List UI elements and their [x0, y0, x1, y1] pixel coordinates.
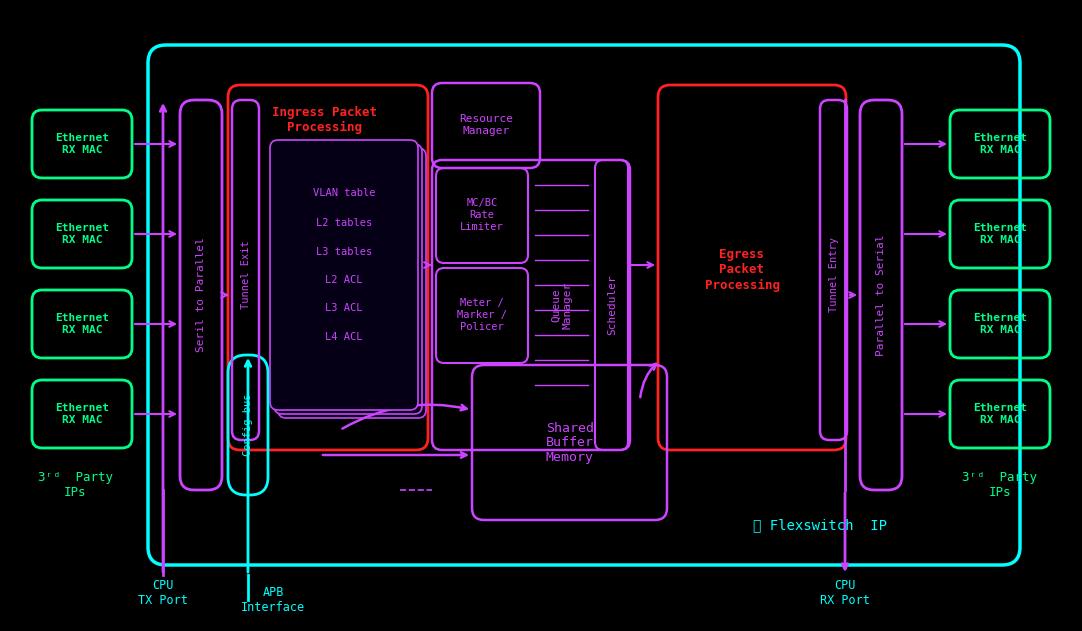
Text: Ethernet
RX MAC: Ethernet RX MAC — [55, 403, 109, 425]
Text: VLAN table: VLAN table — [313, 188, 375, 198]
Text: Ingress Packet
Processing: Ingress Packet Processing — [273, 106, 378, 134]
Text: L4 ACL: L4 ACL — [326, 332, 362, 342]
Text: Shared
Buffer
Memory: Shared Buffer Memory — [546, 422, 594, 464]
Text: CPU
TX Port: CPU TX Port — [138, 579, 188, 607]
Text: Seril to Parallel: Seril to Parallel — [196, 238, 206, 352]
Text: Ethernet
RX MAC: Ethernet RX MAC — [973, 223, 1027, 245]
Text: Ethernet
RX MAC: Ethernet RX MAC — [55, 223, 109, 245]
Text: Ethernet
RX MAC: Ethernet RX MAC — [973, 133, 1027, 155]
Text: Resource
Manager: Resource Manager — [459, 114, 513, 136]
Text: Tunnel Entry: Tunnel Entry — [829, 237, 839, 312]
Text: Parallel to Serial: Parallel to Serial — [876, 234, 886, 356]
Text: Ethernet
RX MAC: Ethernet RX MAC — [55, 133, 109, 155]
Text: Config bus: Config bus — [243, 394, 253, 456]
Text: Egress
Packet
Processing: Egress Packet Processing — [704, 249, 779, 292]
Text: L3 tables: L3 tables — [316, 247, 372, 257]
FancyBboxPatch shape — [270, 140, 418, 410]
Text: L3 ACL: L3 ACL — [326, 303, 362, 313]
FancyBboxPatch shape — [278, 148, 426, 418]
Text: Queue
Manager: Queue Manager — [551, 281, 572, 329]
Text: MC/BC
Rate
Limiter: MC/BC Rate Limiter — [460, 198, 504, 232]
Text: ➰ Flexswitch  IP: ➰ Flexswitch IP — [753, 518, 887, 532]
Text: Tunnel Exit: Tunnel Exit — [241, 240, 251, 309]
Text: CPU
RX Port: CPU RX Port — [820, 579, 870, 607]
Text: Meter /
Marker /
Policer: Meter / Marker / Policer — [457, 298, 507, 332]
Text: Ethernet
RX MAC: Ethernet RX MAC — [973, 313, 1027, 335]
Text: L2 ACL: L2 ACL — [326, 275, 362, 285]
Text: L2 tables: L2 tables — [316, 218, 372, 228]
Text: Ethernet
RX MAC: Ethernet RX MAC — [973, 403, 1027, 425]
Text: Ethernet
RX MAC: Ethernet RX MAC — [55, 313, 109, 335]
Text: APB
Interface: APB Interface — [241, 586, 305, 614]
FancyBboxPatch shape — [274, 144, 422, 414]
Text: 3ʳᵈ  Party
IPs: 3ʳᵈ Party IPs — [38, 471, 113, 499]
Text: 3ʳᵈ  Party
IPs: 3ʳᵈ Party IPs — [963, 471, 1038, 499]
Text: Scheduler: Scheduler — [607, 274, 617, 335]
